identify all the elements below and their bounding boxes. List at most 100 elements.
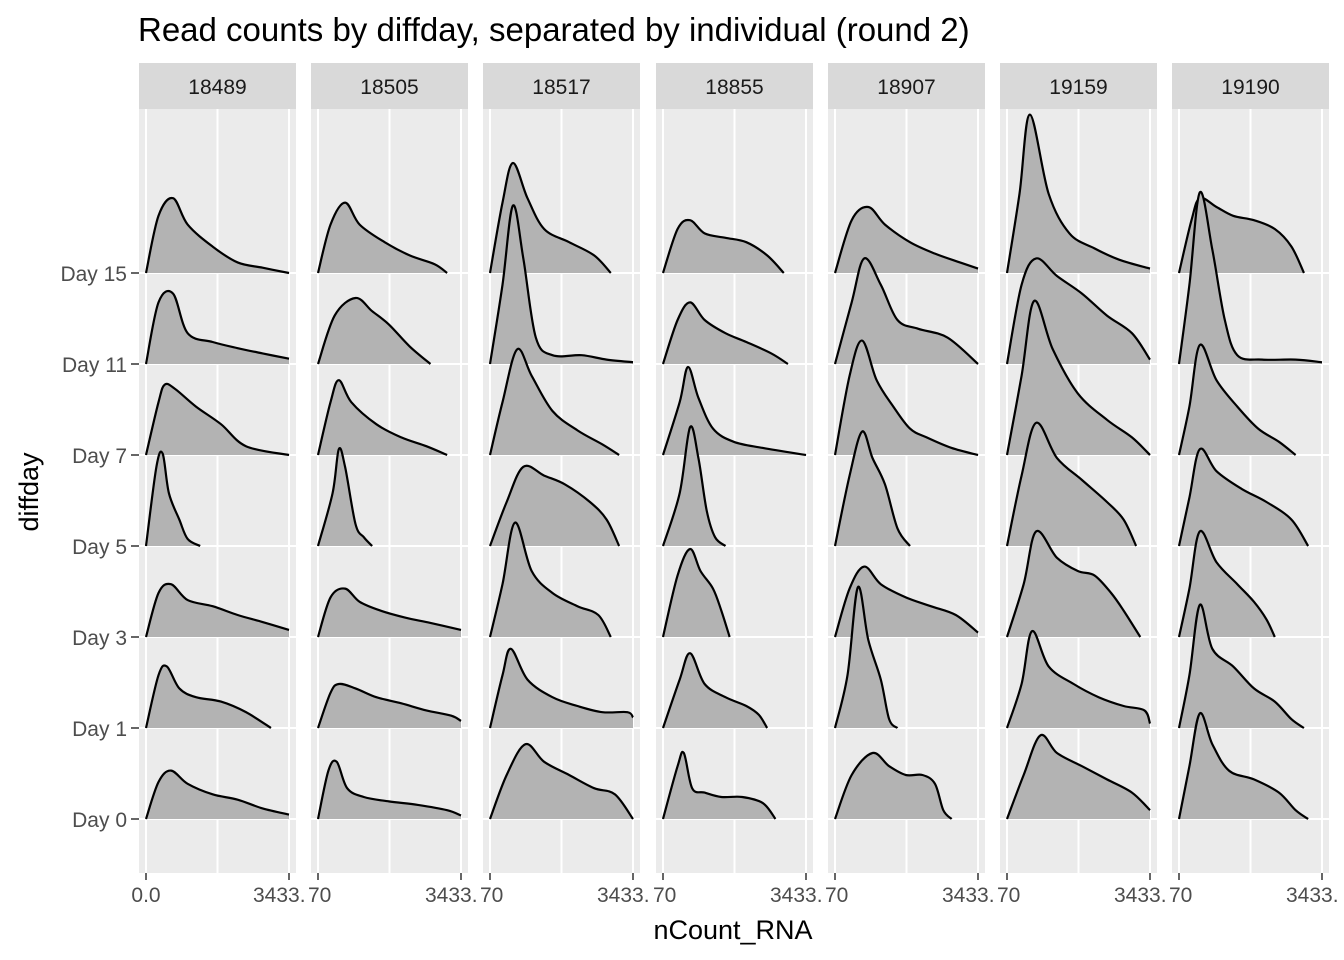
density-line-day-3 bbox=[833, 565, 979, 638]
density-area-day-5 bbox=[663, 426, 726, 546]
density-line-day-1 bbox=[488, 647, 634, 729]
facet-panel-18517: 18517 70 3433. bbox=[480, 63, 650, 907]
density-line-day-3 bbox=[1005, 529, 1142, 638]
density-line-day-1 bbox=[833, 585, 899, 729]
x-axis-title: nCount_RNA bbox=[653, 915, 812, 945]
facet-panel-18489: 18489 0.0 3433. bbox=[131, 63, 306, 907]
density-area-day-0 bbox=[318, 760, 461, 819]
facet-panel-19190: 19190 70 3433. bbox=[1169, 63, 1339, 907]
density-line-day-7 bbox=[1177, 343, 1297, 456]
y-tick-labels: Day 0 Day 1 Day 3 Day 5 Day 7 Day 11 Day 15 bbox=[60, 263, 139, 832]
x-tick-label-max: 3433. bbox=[597, 884, 650, 907]
density-line-day-5 bbox=[661, 425, 727, 547]
x-tick-label-min: 70 bbox=[1169, 884, 1192, 907]
y-tick-label: Day 0 bbox=[72, 809, 127, 832]
density-line-day-15 bbox=[316, 201, 448, 274]
facet-strip bbox=[483, 63, 640, 109]
density-area-day-1 bbox=[490, 648, 633, 728]
density-area-day-1 bbox=[1179, 604, 1304, 728]
density-area-day-3 bbox=[318, 588, 461, 637]
density-area-day-5 bbox=[1007, 422, 1137, 546]
density-area-day-7 bbox=[1179, 344, 1296, 455]
x-tick-label-max: 3433. bbox=[1114, 884, 1167, 907]
facet-panel-18855: 18855 70 3433. bbox=[653, 63, 823, 907]
density-line-day-7 bbox=[1005, 299, 1151, 456]
density-line-day-11 bbox=[488, 204, 634, 365]
density-area-day-0 bbox=[146, 770, 289, 819]
density-line-day-7 bbox=[661, 365, 807, 457]
density-line-day-11 bbox=[1005, 257, 1151, 365]
density-area-day-0 bbox=[1007, 734, 1150, 819]
density-line-day-3 bbox=[144, 582, 290, 638]
density-line-day-11 bbox=[1177, 191, 1323, 365]
density-area-day-0 bbox=[1179, 713, 1309, 819]
density-line-day-0 bbox=[833, 751, 953, 820]
density-line-day-7 bbox=[488, 347, 620, 456]
density-line-day-15 bbox=[488, 161, 612, 274]
density-area-day-1 bbox=[318, 683, 461, 728]
facet-strip-label: 18489 bbox=[188, 76, 246, 99]
density-line-day-5 bbox=[488, 464, 621, 547]
density-line-day-1 bbox=[144, 664, 272, 729]
x-tick-label-max: 3433. bbox=[942, 884, 995, 907]
density-line-day-15 bbox=[1005, 113, 1151, 274]
density-line-day-1 bbox=[661, 652, 769, 729]
density-line-day-5 bbox=[1177, 447, 1310, 547]
density-area-day-7 bbox=[318, 380, 448, 455]
facet-panel-18505: 18505 70 3433. bbox=[308, 63, 478, 907]
density-area-day-15 bbox=[663, 219, 784, 273]
density-area-day-7 bbox=[663, 366, 806, 455]
x-tick-label-min: 70 bbox=[825, 884, 848, 907]
density-area-day-3 bbox=[146, 583, 289, 637]
density-line-day-15 bbox=[833, 205, 979, 274]
density-line-day-7 bbox=[316, 379, 448, 457]
density-area-day-5 bbox=[318, 448, 373, 546]
x-tick-label-max: 3433. bbox=[1286, 884, 1339, 907]
density-area-day-5 bbox=[146, 451, 201, 546]
y-tick-label: Day 11 bbox=[62, 354, 127, 377]
density-line-day-15 bbox=[1177, 196, 1305, 274]
density-area-day-7 bbox=[490, 348, 620, 455]
density-line-day-7 bbox=[833, 339, 979, 457]
density-area-day-7 bbox=[1007, 300, 1150, 455]
density-area-day-11 bbox=[835, 258, 978, 364]
density-area-day-3 bbox=[835, 566, 978, 637]
density-line-day-0 bbox=[488, 743, 634, 820]
y-tick-label: Day 15 bbox=[60, 263, 127, 286]
density-line-day-3 bbox=[488, 521, 612, 638]
chart-title: Read counts by diffday, separated by ind… bbox=[138, 11, 970, 48]
y-axis-title: diffday bbox=[14, 452, 44, 532]
density-line-day-5 bbox=[833, 430, 911, 547]
density-area-day-5 bbox=[490, 465, 620, 546]
density-line-day-3 bbox=[661, 547, 731, 638]
x-tick-label-max: 3433. bbox=[770, 884, 823, 907]
density-area-day-11 bbox=[146, 290, 289, 364]
facet-strip-label: 18505 bbox=[360, 76, 418, 99]
facet-strip bbox=[1000, 63, 1157, 109]
density-line-day-0 bbox=[1177, 712, 1309, 820]
density-area-day-11 bbox=[318, 297, 431, 364]
density-area-day-1 bbox=[663, 653, 768, 728]
density-line-day-5 bbox=[144, 450, 201, 547]
density-line-day-3 bbox=[316, 587, 462, 638]
x-tick-label-min: 70 bbox=[653, 884, 676, 907]
facet-strip-label: 18907 bbox=[877, 76, 935, 99]
density-area-day-7 bbox=[146, 383, 289, 455]
facet-strip-label: 18855 bbox=[705, 76, 763, 99]
density-area-day-0 bbox=[490, 743, 633, 819]
density-area-day-3 bbox=[1007, 530, 1141, 637]
density-line-day-11 bbox=[661, 301, 789, 365]
facet-strip bbox=[828, 63, 985, 109]
facet-strip bbox=[139, 63, 296, 109]
y-tick-label: Day 1 bbox=[72, 718, 127, 741]
x-tick-label-min: 70 bbox=[997, 884, 1020, 907]
density-line-day-0 bbox=[316, 759, 462, 820]
density-line-day-0 bbox=[144, 769, 290, 820]
density-line-day-11 bbox=[833, 257, 979, 365]
density-line-day-0 bbox=[661, 750, 777, 820]
facet-strip-label: 18517 bbox=[532, 76, 590, 99]
density-area-day-7 bbox=[835, 340, 978, 455]
facet-panel-19159: 19159 70 3433. bbox=[997, 63, 1167, 907]
density-line-day-11 bbox=[144, 289, 290, 365]
